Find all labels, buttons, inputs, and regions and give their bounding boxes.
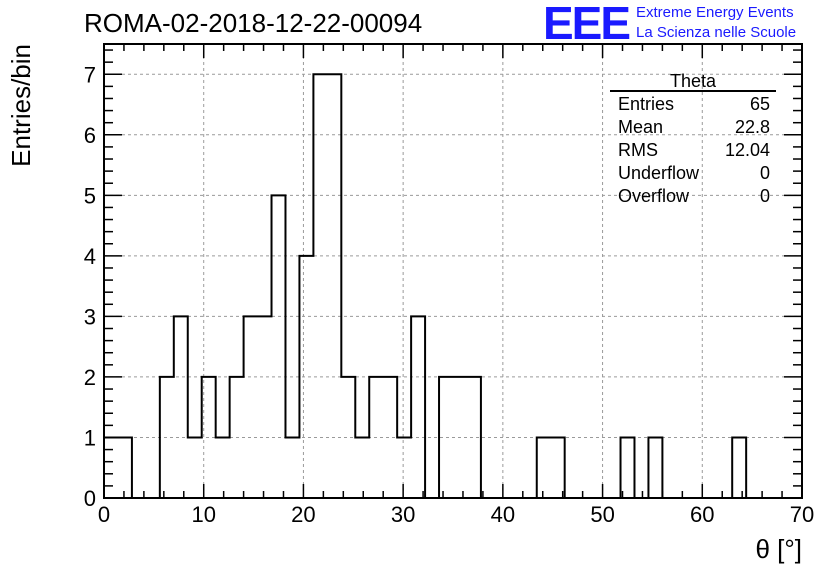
x-tick-label: 10 xyxy=(191,502,215,527)
stat-label-underflow: Underflow xyxy=(618,163,700,183)
histogram-outline xyxy=(103,73,802,499)
stat-value-underflow: 0 xyxy=(760,163,770,183)
x-tick-label: 70 xyxy=(790,502,814,527)
stat-value-overflow: 0 xyxy=(760,186,770,206)
x-tick-label: 30 xyxy=(391,502,415,527)
y-tick-label: 2 xyxy=(84,365,96,390)
run-title: ROMA-02-2018-12-22-00094 xyxy=(84,8,423,38)
x-tick-label: 40 xyxy=(491,502,515,527)
stats-title: Theta xyxy=(670,71,717,91)
stat-value-rms: 12.04 xyxy=(725,140,770,160)
y-tick-label: 4 xyxy=(84,244,96,269)
stat-label-entries: Entries xyxy=(618,94,674,114)
grid-lines xyxy=(104,44,802,498)
stat-label-overflow: Overflow xyxy=(618,186,690,206)
eee-logo: EEE xyxy=(543,0,631,49)
y-tick-label: 5 xyxy=(84,183,96,208)
stat-label-mean: Mean xyxy=(618,117,663,137)
plot-frame xyxy=(103,43,803,499)
stat-label-rms: RMS xyxy=(618,140,658,160)
y-tick-labels: 0 1 2 3 4 5 6 7 xyxy=(84,62,96,511)
y-tick-label: 7 xyxy=(84,62,96,87)
logo-line-1: Extreme Energy Events xyxy=(636,4,794,21)
logo-caption: Extreme Energy Events La Scienza nelle S… xyxy=(636,3,796,43)
stats-box: Theta Entries 65 Mean 22.8 RMS 12.04 Und… xyxy=(610,71,776,206)
y-tick-label: 0 xyxy=(84,486,96,511)
y-tick-label: 3 xyxy=(84,304,96,329)
x-tick-label: 20 xyxy=(291,502,315,527)
y-tick-label: 6 xyxy=(84,123,96,148)
x-axis-title: θ [°] xyxy=(755,534,802,564)
x-tick-label: 60 xyxy=(690,502,714,527)
x-tick-label: 0 xyxy=(98,502,110,527)
stat-value-mean: 22.8 xyxy=(735,117,770,137)
y-tick-label: 1 xyxy=(84,425,96,450)
axis-ticks xyxy=(103,44,803,499)
x-tick-labels: 0 10 20 30 40 50 60 70 xyxy=(98,502,814,527)
y-axis-title: Entries/bin xyxy=(6,44,36,167)
logo-line-2: La Scienza nelle Scuole xyxy=(636,24,797,41)
stat-value-entries: 65 xyxy=(750,94,770,114)
x-tick-label: 50 xyxy=(590,502,614,527)
